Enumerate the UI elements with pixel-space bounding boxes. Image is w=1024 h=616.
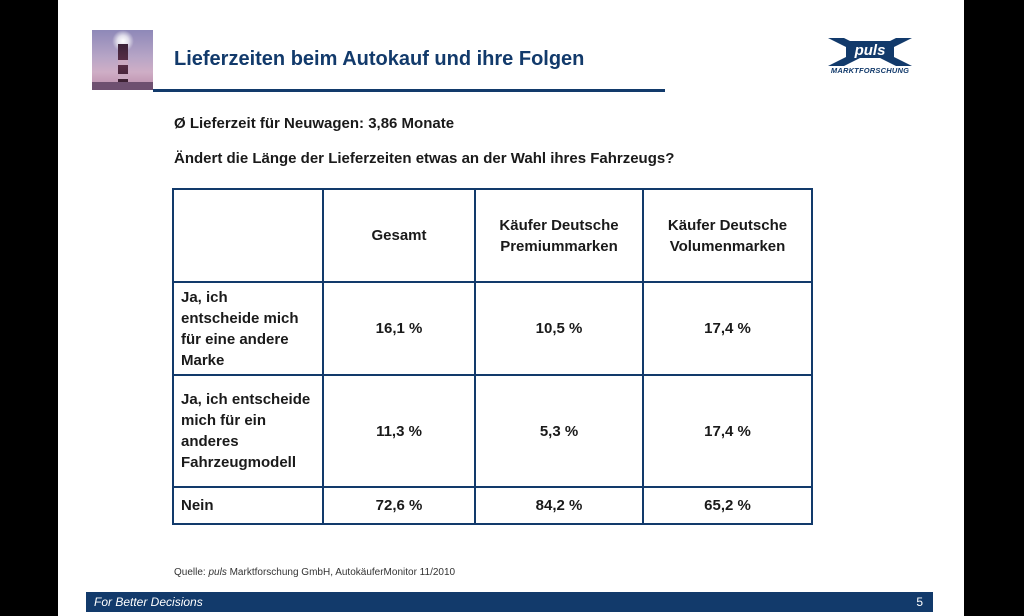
table-cell: 65,2 % <box>642 486 813 525</box>
row-label: Ja, ich entscheide mich für eine andere … <box>172 281 324 376</box>
table-row: Nein 72,6 % 84,2 % 65,2 % <box>172 486 813 525</box>
row-label: Nein <box>172 486 324 525</box>
table-cell: 16,1 % <box>322 281 476 376</box>
table-row: Ja, ich entscheide mich für eine andere … <box>172 281 813 376</box>
source-brand: puls <box>208 567 227 578</box>
results-table: Gesamt Käufer Deutsche Premiummarken Käu… <box>172 188 813 525</box>
lighthouse-band <box>118 60 128 65</box>
table-cell: 10,5 % <box>474 281 644 376</box>
table-cell: 5,3 % <box>474 374 644 488</box>
logo-x-mark-icon: puls <box>828 38 912 66</box>
footer-tagline: For Better Decisions <box>94 595 203 609</box>
puls-logo: puls MARKTFORSCHUNG <box>824 38 916 78</box>
delivery-time-statement: Ø Lieferzeit für Neuwagen: 3,86 Monate <box>174 115 455 132</box>
logo-subtitle: MARKTFORSCHUNG <box>830 66 910 75</box>
table-cell: 17,4 % <box>642 374 813 488</box>
table-header-row: Gesamt Käufer Deutsche Premiummarken Käu… <box>172 188 813 283</box>
table-cell: 17,4 % <box>642 281 813 376</box>
table-cell: 72,6 % <box>322 486 476 525</box>
survey-question: Ändert die Länge der Lieferzeiten etwas … <box>174 150 675 167</box>
title-underline <box>153 89 665 92</box>
slide: Lieferzeiten beim Autokauf und ihre Folg… <box>58 0 964 616</box>
table-header-gesamt: Gesamt <box>322 188 476 283</box>
footer-bar: For Better Decisions 5 <box>86 592 933 612</box>
row-label: Ja, ich entscheide mich für ein anderes … <box>172 374 324 488</box>
lighthouse-ground <box>92 82 153 90</box>
table-header-empty <box>172 188 324 283</box>
table-cell: 11,3 % <box>322 374 476 488</box>
lighthouse-image <box>92 30 153 90</box>
table-row: Ja, ich entscheide mich für ein anderes … <box>172 374 813 488</box>
table-cell: 84,2 % <box>474 486 644 525</box>
slide-title: Lieferzeiten beim Autokauf und ihre Folg… <box>174 48 585 70</box>
page-number: 5 <box>916 595 923 609</box>
lighthouse-light <box>112 30 134 52</box>
lighthouse-tower <box>118 44 128 90</box>
table-header-premium: Käufer Deutsche Premiummarken <box>474 188 644 283</box>
lighthouse-band <box>118 74 128 79</box>
logo-name: puls <box>854 42 886 59</box>
table-header-volumen: Käufer Deutsche Volumenmarken <box>642 188 813 283</box>
source-note: Quelle: puls Marktforschung GmbH, Autokä… <box>174 567 456 578</box>
